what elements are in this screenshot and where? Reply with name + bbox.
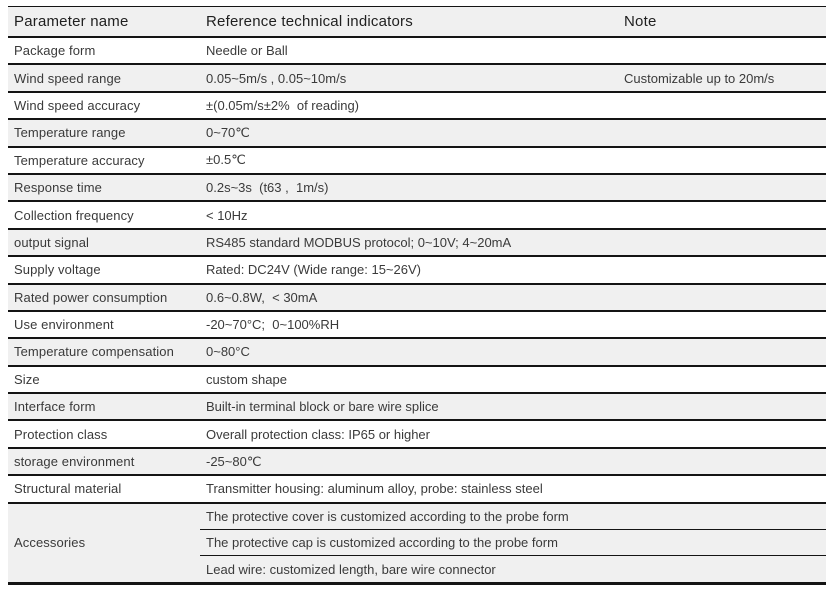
table-row: Lead wire: customized length, bare wire … [8, 555, 826, 584]
param-cell: Supply voltage [8, 256, 200, 285]
note-cell [618, 146, 826, 175]
spec-table-header: Parameter name Reference technical indic… [8, 6, 826, 38]
value-cell: custom shape [200, 365, 618, 395]
note-cell: Customizable up to 20m/s [618, 64, 826, 93]
value-cell: 0.2s~3s (t63 , 1m/s) [200, 173, 618, 203]
note-cell [618, 447, 826, 477]
table-row: Wind speed accuracy ±(0.05m/s±2% of readi… [8, 91, 826, 121]
table-row: Size custom shape [8, 365, 826, 395]
spec-table-body: Package form Needle or Ball Wind speed ran… [8, 37, 826, 585]
col-header-reference-indicators: Reference technical indicators [200, 6, 618, 38]
value-cell: Needle or Ball [200, 37, 618, 66]
table-row: Interface form Built-in terminal block or… [8, 393, 826, 422]
col-header-parameter-name: Parameter name [8, 6, 200, 38]
param-cell: Accessories [8, 502, 200, 585]
note-cell [618, 119, 826, 148]
value-cell: Overall protection class: IP65 or higher [200, 420, 618, 449]
note-cell [618, 420, 826, 449]
param-cell: Wind speed range [8, 64, 200, 93]
spec-table: Parameter name Reference technical indic… [8, 6, 826, 585]
param-cell: Wind speed accuracy [8, 91, 200, 121]
value-cell: Rated: DC24V (Wide range: 15~26V) [200, 256, 618, 285]
param-cell: Response time [8, 173, 200, 203]
note-cell [618, 283, 826, 312]
param-cell: Interface form [8, 393, 200, 422]
table-row: The protective cap is customized accordi… [8, 529, 826, 557]
note-cell [618, 256, 826, 285]
note-cell [618, 365, 826, 395]
table-row: Accessories The protective cover is custo… [8, 502, 826, 585]
table-row: Protection class Overall protection class… [8, 420, 826, 449]
value-cell: Lead wire: customized length, bare wire … [200, 555, 826, 584]
table-row: Temperature accuracy ±0.5℃ [8, 146, 826, 175]
param-cell: Temperature accuracy [8, 146, 200, 175]
param-cell: Rated power consumption [8, 283, 200, 312]
value-cell: 0~80°C [200, 338, 618, 367]
note-cell [618, 37, 826, 66]
value-cell: 0.05~5m/s , 0.05~10m/s [200, 64, 618, 93]
param-cell: Structural material [8, 475, 200, 504]
param-cell: Protection class [8, 420, 200, 449]
value-cell: < 10Hz [200, 201, 618, 230]
param-cell: Use environment [8, 310, 200, 340]
note-cell [618, 310, 826, 340]
table-row: Use environment -20~70°C; 0~100%RH [8, 310, 826, 340]
note-cell [618, 173, 826, 203]
table-row: Supply voltage Rated: DC24V (Wide range: … [8, 256, 826, 285]
table-row: output signal RS485 standard MODBUS proto… [8, 228, 826, 258]
param-cell: Collection frequency [8, 201, 200, 230]
value-cell: RS485 standard MODBUS protocol; 0~10V; 4… [200, 228, 618, 258]
value-cell: ±(0.05m/s±2% of reading) [200, 91, 618, 121]
value-cell: Built-in terminal block or bare wire spl… [200, 393, 618, 422]
table-row: Response time 0.2s~3s (t63 , 1m/s) [8, 173, 826, 203]
table-row: Wind speed range 0.05~5m/s , 0.05~10m/s Cu… [8, 64, 826, 93]
note-cell [618, 201, 826, 230]
param-cell: Temperature compensation [8, 338, 200, 367]
table-row: Rated power consumption 0.6~0.8W, < 30mA [8, 283, 826, 312]
value-cell: The protective cover is customized accor… [200, 502, 826, 531]
param-cell: output signal [8, 228, 200, 258]
table-row: Structural material Transmitter housing: … [8, 475, 826, 504]
value-cell: -25~80℃ [200, 447, 618, 477]
table-row: Temperature compensation 0~80°C [8, 338, 826, 367]
value-cell: 0.6~0.8W, < 30mA [200, 283, 618, 312]
table-row: Temperature range 0~70℃ [8, 119, 826, 148]
param-cell: Temperature range [8, 119, 200, 148]
param-cell: Size [8, 365, 200, 395]
value-cell: -20~70°C; 0~100%RH [200, 310, 618, 340]
col-header-note: Note [618, 6, 826, 38]
note-cell [618, 393, 826, 422]
note-cell [618, 228, 826, 258]
value-cell: ±0.5℃ [200, 146, 618, 175]
param-cell: Package form [8, 37, 200, 66]
note-cell [618, 338, 826, 367]
note-cell [618, 91, 826, 121]
page: Parameter name Reference technical indic… [8, 6, 826, 585]
table-row: storage environment -25~80℃ [8, 447, 826, 477]
param-cell: storage environment [8, 447, 200, 477]
table-row: Collection frequency < 10Hz [8, 201, 826, 230]
table-row: Package form Needle or Ball [8, 37, 826, 66]
value-cell: 0~70℃ [200, 119, 618, 148]
value-cell: Transmitter housing: aluminum alloy, pro… [200, 475, 618, 504]
value-cell: The protective cap is customized accordi… [200, 529, 826, 557]
note-cell [618, 475, 826, 504]
header-row: Parameter name Reference technical indic… [8, 6, 826, 38]
